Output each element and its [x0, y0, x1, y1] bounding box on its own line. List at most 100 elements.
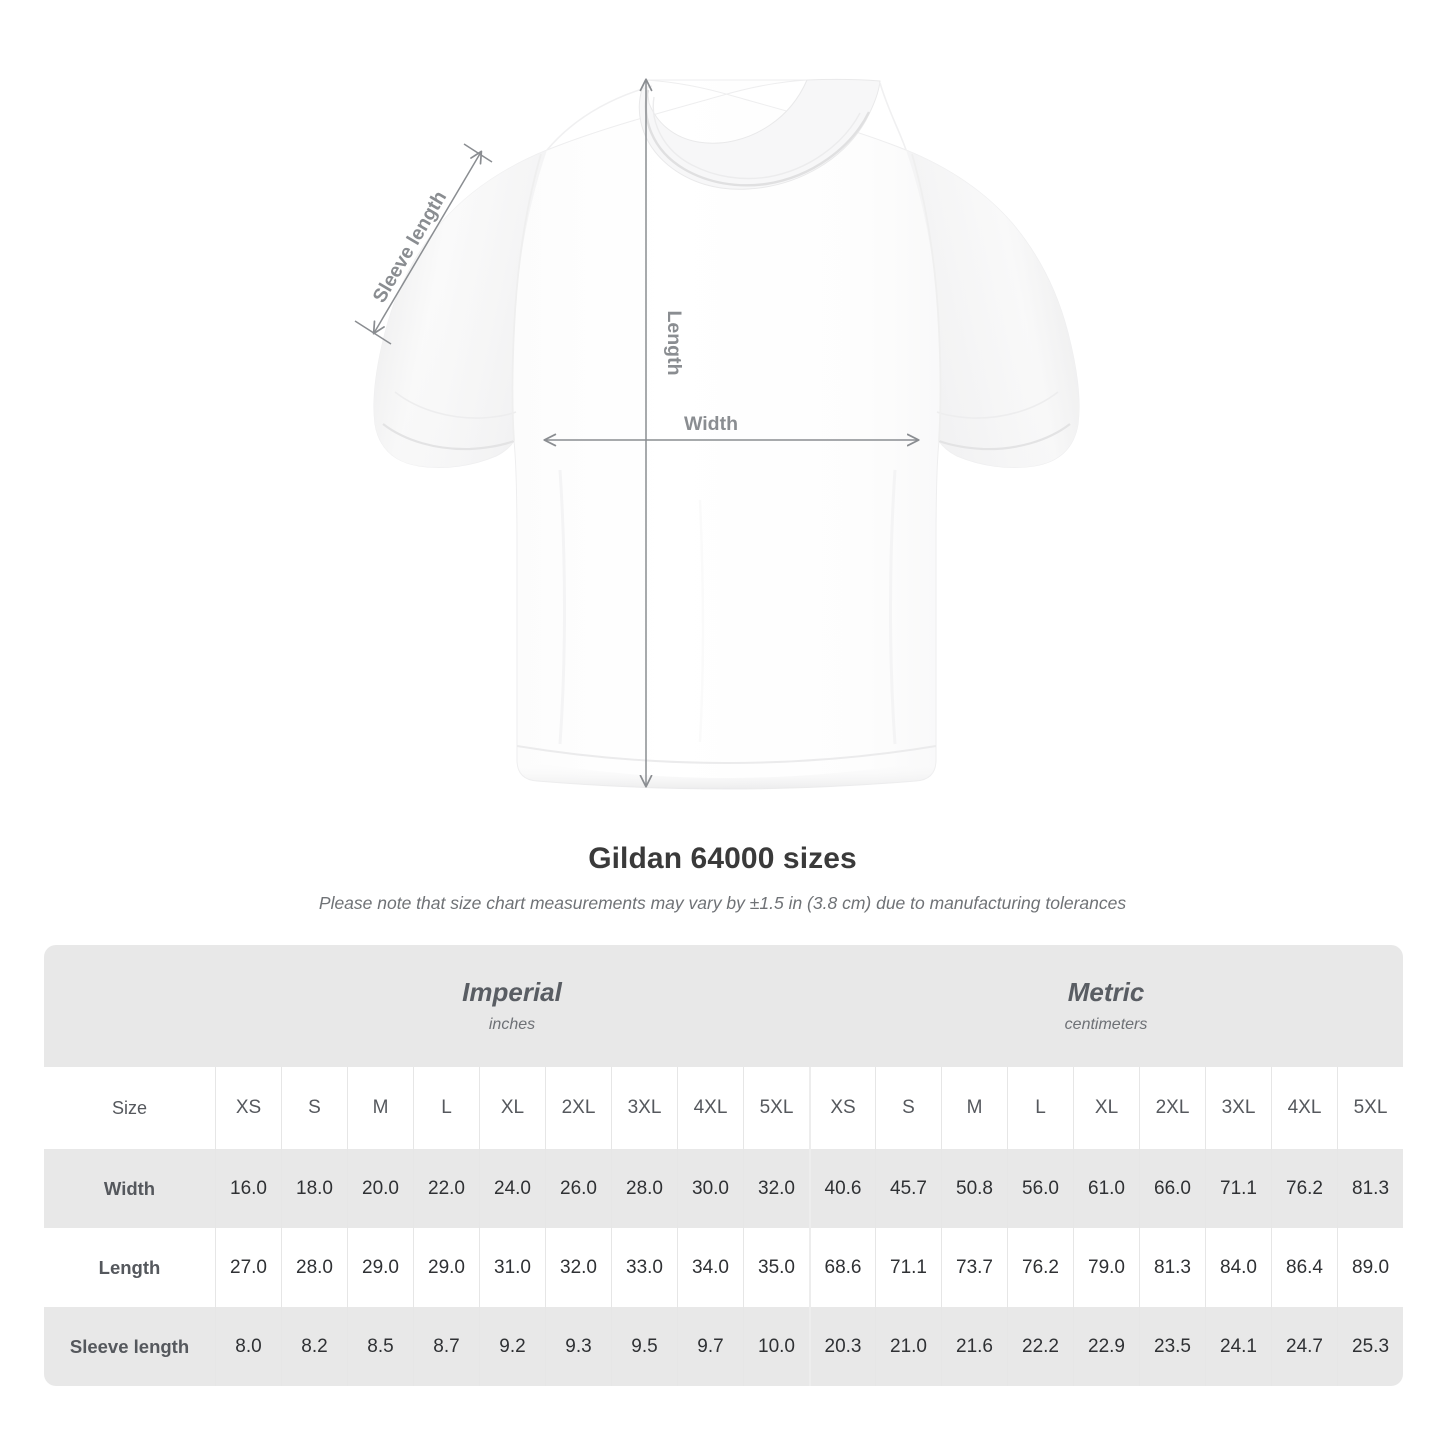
sleeve-tick-top [463, 143, 493, 163]
header-size-imp-3xl: 3XL [611, 1067, 677, 1149]
cell-length-imp-s: 28.0 [281, 1228, 347, 1307]
cell-sleeve-imp-5xl: 10.0 [743, 1307, 810, 1386]
cell-width-imp-4xl: 30.0 [677, 1149, 743, 1228]
header-size-imp-2xl: 2XL [545, 1067, 611, 1149]
metric-label: Metric [1067, 977, 1145, 1007]
cell-width-imp-5xl: 32.0 [743, 1149, 810, 1228]
cell-width-met-2xl: 66.0 [1139, 1149, 1206, 1228]
cell-sleeve-imp-s: 8.2 [281, 1307, 347, 1386]
cell-length-imp-l: 29.0 [413, 1228, 479, 1307]
metric-unit: centimeters [1064, 1016, 1148, 1033]
cell-width-imp-l: 22.0 [413, 1149, 479, 1228]
header-size-imp-4xl: 4XL [677, 1067, 743, 1149]
cell-length-met-xl: 79.0 [1073, 1228, 1140, 1307]
cell-width-imp-3xl: 28.0 [611, 1149, 677, 1228]
size-table: Imperial inches Metric centimeters Size … [44, 945, 1404, 1386]
cell-sleeve-met-xl: 22.9 [1073, 1307, 1140, 1386]
cell-length-imp-m: 29.0 [347, 1228, 413, 1307]
cell-sleeve-met-xs: 20.3 [809, 1307, 876, 1386]
table-row: Width 16.0 18.0 20.0 22.0 24.0 26.0 28.0… [44, 1149, 1404, 1228]
header-size-imp-l: L [413, 1067, 479, 1149]
row-label-sleeve-length: Sleeve length [44, 1307, 215, 1386]
cell-sleeve-met-4xl: 24.7 [1271, 1307, 1338, 1386]
cell-width-imp-xs: 16.0 [215, 1149, 281, 1228]
unit-group-metric: Metric centimeters [809, 945, 1404, 1067]
header-size-label: Size [44, 1067, 215, 1149]
cell-sleeve-imp-2xl: 9.3 [545, 1307, 611, 1386]
cell-width-imp-2xl: 26.0 [545, 1149, 611, 1228]
header-size-met-3xl: 3XL [1205, 1067, 1272, 1149]
cell-length-met-s: 71.1 [875, 1228, 942, 1307]
sleeve-length-arrow [372, 150, 483, 335]
cell-length-met-l: 76.2 [1007, 1228, 1074, 1307]
imperial-unit: inches [488, 1016, 536, 1033]
header-size-met-l: L [1007, 1067, 1074, 1149]
cell-sleeve-met-l: 22.2 [1007, 1307, 1074, 1386]
cell-width-met-m: 50.8 [941, 1149, 1008, 1228]
row-label-length: Length [44, 1228, 215, 1307]
header-size-met-s: S [875, 1067, 942, 1149]
header-size-met-5xl: 5XL [1337, 1067, 1404, 1149]
header-size-met-4xl: 4XL [1271, 1067, 1338, 1149]
cell-sleeve-met-2xl: 23.5 [1139, 1307, 1206, 1386]
cell-width-imp-m: 20.0 [347, 1149, 413, 1228]
cell-length-imp-5xl: 35.0 [743, 1228, 810, 1307]
cell-length-imp-xs: 27.0 [215, 1228, 281, 1307]
cell-sleeve-imp-4xl: 9.7 [677, 1307, 743, 1386]
tolerance-note: Please note that size chart measurements… [318, 893, 1127, 913]
cell-length-met-3xl: 84.0 [1205, 1228, 1272, 1307]
cell-length-met-2xl: 81.3 [1139, 1228, 1206, 1307]
size-table-container: Imperial inches Metric centimeters Size … [44, 945, 1404, 1386]
unit-banner-spacer [44, 945, 215, 1067]
cell-width-met-xl: 61.0 [1073, 1149, 1140, 1228]
cell-sleeve-imp-m: 8.5 [347, 1307, 413, 1386]
size-header-row: Size XS S M L XL 2XL 3XL 4XL 5XL XS S M … [44, 1067, 1404, 1149]
cell-sleeve-met-5xl: 25.3 [1337, 1307, 1404, 1386]
header-size-met-m: M [941, 1067, 1008, 1149]
table-row: Length 27.0 28.0 29.0 29.0 31.0 32.0 33.… [44, 1228, 1404, 1307]
cell-width-met-s: 45.7 [875, 1149, 942, 1228]
cell-length-met-5xl: 89.0 [1337, 1228, 1404, 1307]
cell-length-met-4xl: 86.4 [1271, 1228, 1338, 1307]
tshirt-diagram: Sleeve length Length Width [354, 78, 1080, 790]
sleeve-tick-bottom [354, 320, 392, 345]
row-label-width: Width [44, 1149, 215, 1228]
cell-width-met-xs: 40.6 [809, 1149, 876, 1228]
unit-group-imperial: Imperial inches [215, 945, 810, 1067]
cell-sleeve-imp-3xl: 9.5 [611, 1307, 677, 1386]
header-size-imp-xl: XL [479, 1067, 545, 1149]
cell-width-met-5xl: 81.3 [1337, 1149, 1404, 1228]
table-row: Sleeve length 8.0 8.2 8.5 8.7 9.2 9.3 9.… [44, 1307, 1404, 1386]
header-size-imp-m: M [347, 1067, 413, 1149]
cell-sleeve-imp-l: 8.7 [413, 1307, 479, 1386]
length-label: Length [663, 311, 685, 376]
cell-width-met-4xl: 76.2 [1271, 1149, 1338, 1228]
cell-length-imp-4xl: 34.0 [677, 1228, 743, 1307]
header-size-imp-5xl: 5XL [743, 1067, 810, 1149]
cell-width-met-l: 56.0 [1007, 1149, 1074, 1228]
cell-length-imp-2xl: 32.0 [545, 1228, 611, 1307]
header-size-met-xs: XS [809, 1067, 876, 1149]
unit-banner-row: Imperial inches Metric centimeters [44, 945, 1404, 1067]
cell-length-imp-3xl: 33.0 [611, 1228, 677, 1307]
cell-sleeve-met-3xl: 24.1 [1205, 1307, 1272, 1386]
cell-sleeve-imp-xl: 9.2 [479, 1307, 545, 1386]
measurement-arrows [354, 78, 920, 788]
width-label: Width [684, 413, 738, 435]
chart-heading-block: Gildan 64000 sizes Please note that size… [0, 840, 1445, 915]
header-size-met-xl: XL [1073, 1067, 1140, 1149]
cell-sleeve-met-s: 21.0 [875, 1307, 942, 1386]
cell-sleeve-imp-xs: 8.0 [215, 1307, 281, 1386]
header-size-imp-xs: XS [215, 1067, 281, 1149]
header-size-imp-s: S [281, 1067, 347, 1149]
imperial-label: Imperial [462, 977, 562, 1007]
cell-length-met-m: 73.7 [941, 1228, 1008, 1307]
header-size-met-2xl: 2XL [1139, 1067, 1206, 1149]
cell-width-met-3xl: 71.1 [1205, 1149, 1272, 1228]
cell-length-met-xs: 68.6 [809, 1228, 876, 1307]
cell-length-imp-xl: 31.0 [479, 1228, 545, 1307]
cell-sleeve-met-m: 21.6 [941, 1307, 1008, 1386]
cell-width-imp-xl: 24.0 [479, 1149, 545, 1228]
cell-width-imp-s: 18.0 [281, 1149, 347, 1228]
